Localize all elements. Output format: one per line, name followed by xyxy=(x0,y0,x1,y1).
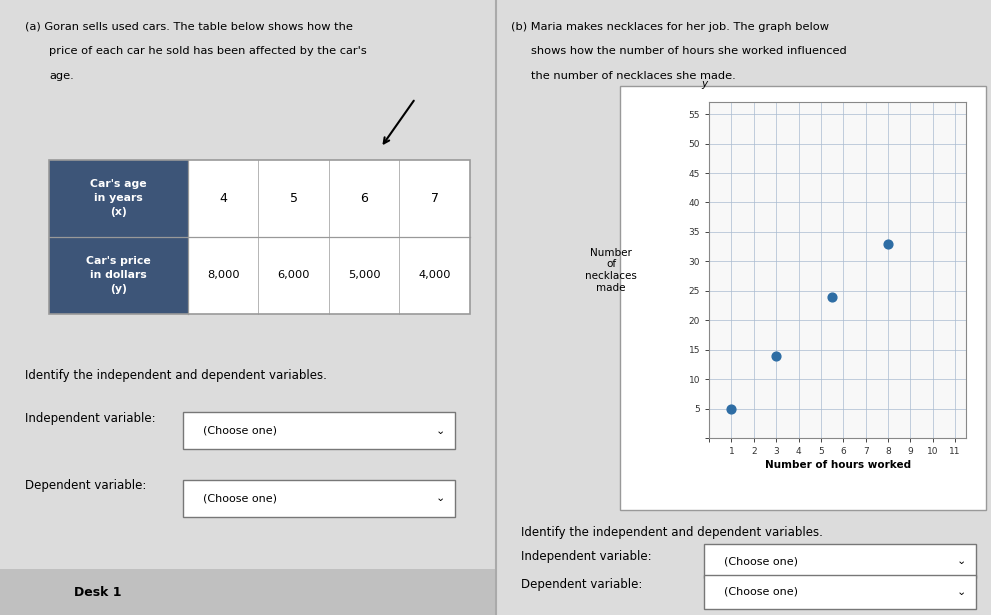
Text: 5,000: 5,000 xyxy=(348,270,381,280)
Text: Car's age
in years
(x): Car's age in years (x) xyxy=(90,180,147,217)
Bar xyxy=(50,237,188,314)
Text: 8,000: 8,000 xyxy=(207,270,240,280)
Point xyxy=(880,239,896,248)
Bar xyxy=(188,237,470,314)
Text: 6: 6 xyxy=(360,192,368,205)
Text: Dependent variable:: Dependent variable: xyxy=(25,479,146,493)
Text: shows how the number of hours she worked influenced: shows how the number of hours she worked… xyxy=(531,46,847,56)
Bar xyxy=(50,160,470,314)
Text: ⌄: ⌄ xyxy=(956,556,966,566)
Bar xyxy=(183,412,455,449)
Text: (b) Maria makes necklaces for her job. The graph below: (b) Maria makes necklaces for her job. T… xyxy=(511,22,829,31)
Point xyxy=(723,403,739,413)
Y-axis label: Number
of
necklaces
made: Number of necklaces made xyxy=(586,248,637,293)
Text: price of each car he sold has been affected by the car's: price of each car he sold has been affec… xyxy=(50,46,368,56)
Text: ⌄: ⌄ xyxy=(956,587,966,597)
Text: ⌄: ⌄ xyxy=(435,493,445,503)
Text: 4: 4 xyxy=(219,192,227,205)
Text: Identify the independent and dependent variables.: Identify the independent and dependent v… xyxy=(25,369,327,382)
Text: Desk 1: Desk 1 xyxy=(74,585,122,599)
Text: 4,000: 4,000 xyxy=(418,270,451,280)
Text: 5: 5 xyxy=(289,192,297,205)
Bar xyxy=(705,575,976,609)
Text: the number of necklaces she made.: the number of necklaces she made. xyxy=(531,71,736,81)
Text: y: y xyxy=(701,79,707,89)
Point xyxy=(768,351,784,360)
Text: 7: 7 xyxy=(430,192,439,205)
Bar xyxy=(620,86,986,510)
Text: 6,000: 6,000 xyxy=(277,270,310,280)
Bar xyxy=(183,480,455,517)
Point xyxy=(825,292,840,301)
Text: age.: age. xyxy=(50,71,74,81)
Text: (Choose one): (Choose one) xyxy=(203,426,276,435)
Text: (Choose one): (Choose one) xyxy=(724,587,798,597)
Text: Independent variable:: Independent variable: xyxy=(521,550,652,563)
Bar xyxy=(50,160,188,237)
Bar xyxy=(0,569,495,615)
Text: Car's price
in dollars
(y): Car's price in dollars (y) xyxy=(86,256,151,294)
Text: ⌄: ⌄ xyxy=(435,426,445,435)
Bar xyxy=(188,160,470,237)
Text: (a) Goran sells used cars. The table below shows how the: (a) Goran sells used cars. The table bel… xyxy=(25,22,353,31)
Text: (Choose one): (Choose one) xyxy=(724,556,798,566)
Bar xyxy=(705,544,976,578)
X-axis label: Number of hours worked: Number of hours worked xyxy=(765,460,911,470)
Text: Identify the independent and dependent variables.: Identify the independent and dependent v… xyxy=(521,526,824,539)
Text: (Choose one): (Choose one) xyxy=(203,493,276,503)
Text: Dependent variable:: Dependent variable: xyxy=(521,577,642,591)
Text: Independent variable:: Independent variable: xyxy=(25,411,156,425)
